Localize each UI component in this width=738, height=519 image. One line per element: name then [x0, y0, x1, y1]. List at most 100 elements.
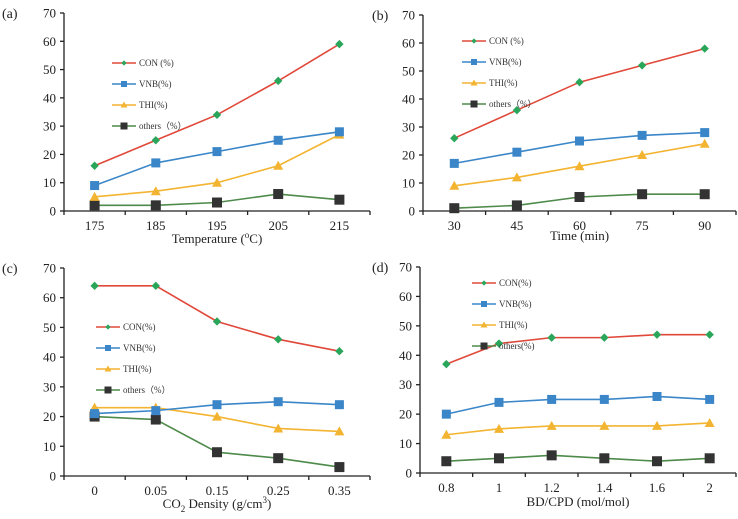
x-axis-title-superscript: 3 [262, 495, 267, 505]
x-tick-label: 75 [636, 218, 649, 233]
data-point-thi [494, 423, 504, 433]
x-tick-label: 175 [85, 218, 105, 233]
x-axis-title-part: C) [249, 231, 262, 246]
y-tick-label: 20 [43, 409, 56, 424]
data-point-con [442, 359, 451, 369]
data-point-con [652, 330, 662, 339]
x-tick-label: 185 [146, 218, 166, 233]
x-tick-label: 1.6 [649, 480, 666, 495]
data-point-con [212, 110, 222, 120]
legend-marker-others [104, 386, 112, 394]
y-tick-label: 60 [43, 34, 56, 49]
data-point-others [150, 200, 161, 211]
data-point-con [705, 330, 714, 339]
x-axis-title-part: Time (min) [550, 228, 609, 243]
legend-marker-con [481, 280, 487, 286]
x-axis-title: Temperature (oC) [172, 230, 263, 246]
legend-label-vnb: VNB(%) [499, 299, 532, 309]
y-tick-label: 20 [43, 147, 56, 162]
legend-marker-vnb [481, 301, 487, 307]
data-point-others [699, 189, 710, 200]
y-tick-label: 50 [402, 64, 415, 79]
y-tick-label: 20 [399, 407, 412, 422]
y-tick-label: 70 [402, 8, 415, 23]
data-point-thi [704, 417, 715, 427]
y-tick-label: 30 [402, 120, 415, 135]
y-tick-label: 0 [406, 466, 413, 481]
legend: CON (%) VNB(%) THI(%) others（%） [112, 58, 187, 131]
data-point-vnb [512, 147, 522, 157]
x-tick-label: 1.2 [544, 480, 560, 495]
panel-label: (d) [372, 261, 389, 276]
x-tick-label: 90 [698, 218, 711, 233]
data-point-con [335, 39, 344, 49]
x-axis-title-subscript: 2 [181, 504, 186, 514]
legend-label-con: CON(%) [499, 278, 532, 288]
legend-marker-thi [120, 101, 128, 108]
legend-label-thi: THI(%) [489, 78, 518, 88]
data-point-others [89, 200, 100, 211]
data-point-con [637, 61, 647, 70]
data-point-vnb [334, 400, 344, 410]
data-point-con [335, 347, 344, 356]
y-tick-label: 40 [399, 348, 412, 363]
data-point-vnb [575, 136, 584, 146]
x-axis-title: CO2 Density (g/cm3) [163, 495, 272, 514]
y-tick-label: 0 [50, 204, 57, 219]
data-point-vnb [90, 409, 100, 419]
legend-marker-con [471, 38, 477, 44]
x-tick-label: 1 [496, 480, 503, 495]
data-point-thi [449, 180, 460, 190]
data-point-con [512, 106, 522, 115]
series-line-others [94, 415, 340, 468]
data-point-vnb [705, 394, 715, 404]
legend-marker-vnb [105, 345, 111, 351]
y-tick-label: 10 [402, 176, 415, 191]
y-tick-label: 60 [399, 289, 412, 304]
data-point-others [599, 453, 610, 464]
y-tick-label: 0 [409, 204, 416, 219]
legend-marker-thi [480, 321, 488, 328]
legend-marker-others [480, 342, 488, 350]
legend: CON(%) VNB(%) THI(%) others(%) [472, 278, 535, 351]
x-axis-title-part: BD/CPD (mol/mol) [527, 494, 630, 509]
legend-marker-thi [104, 365, 112, 372]
series-line-con [446, 333, 710, 365]
legend-label-thi: THI(%) [499, 320, 528, 330]
data-point-others [150, 414, 161, 425]
y-tick-label: 60 [402, 36, 415, 51]
x-axis-title-part: Density (g/cm [185, 496, 262, 511]
legend-label-vnb: VNB(%) [139, 79, 172, 89]
data-point-vnb [599, 394, 609, 404]
data-point-vnb [637, 130, 647, 140]
x-tick-label: 0.25 [267, 483, 290, 498]
y-tick-label: 70 [43, 261, 56, 276]
y-tick-label: 50 [43, 62, 56, 77]
chart-panel-c: (c) 0 10 20 30 40 50 60 70 0 0.05 0.15 0.25 0.35 CO2 D… [2, 261, 371, 514]
panel-label: (b) [372, 9, 389, 24]
x-tick-label: 60 [573, 218, 586, 233]
legend-marker-vnb [471, 59, 477, 65]
series-line-thi [446, 422, 710, 436]
series-line-others [446, 454, 710, 463]
legend-label-vnb: VNB(%) [489, 57, 522, 67]
data-point-thi [334, 426, 345, 436]
data-point-thi [212, 411, 222, 421]
data-point-con [212, 317, 222, 326]
x-axis-title: BD/CPD (mol/mol) [527, 494, 630, 509]
legend: CON (%) VNB(%) THI(%) others（%） [462, 36, 537, 109]
data-point-vnb [441, 409, 451, 419]
data-point-others [449, 203, 460, 214]
data-point-others [441, 456, 452, 467]
data-point-thi [273, 160, 284, 170]
data-point-con [700, 44, 709, 53]
legend-marker-con [121, 60, 127, 66]
y-tick-label: 70 [43, 6, 56, 21]
data-point-vnb [273, 135, 283, 145]
data-point-thi [637, 150, 648, 159]
x-tick-label: 0.05 [144, 483, 167, 498]
data-point-con [450, 134, 459, 143]
data-point-vnb [652, 391, 662, 401]
data-point-thi [212, 177, 222, 187]
x-tick-label: 215 [330, 218, 350, 233]
